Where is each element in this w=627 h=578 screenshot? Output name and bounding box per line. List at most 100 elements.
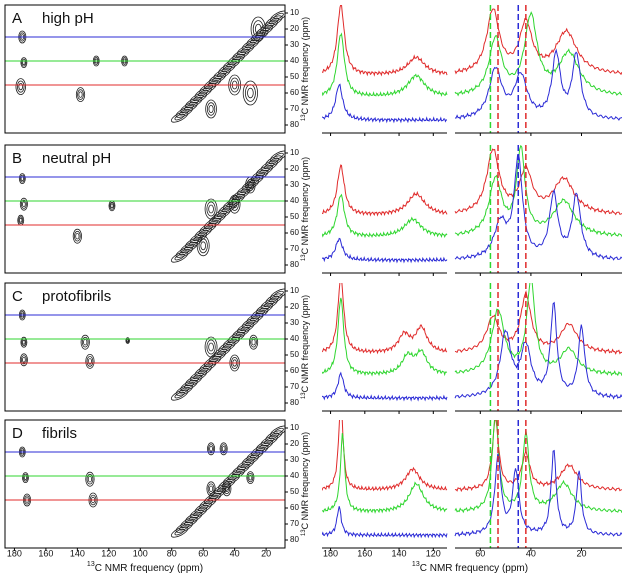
y-tick-label: 70: [290, 244, 299, 253]
y-axis-text: C NMR frequency (ppm): [300, 17, 310, 115]
x-axis-text: C NMR frequency (ppm): [95, 563, 203, 574]
panel-title: neutral pH: [42, 150, 111, 167]
cross-peak: [206, 201, 216, 217]
diagonal-contour: [273, 152, 284, 160]
y-tick-label: 60: [290, 503, 299, 512]
y-tick-label: 20: [290, 302, 299, 311]
cross-peak: [247, 472, 254, 483]
diagonal-contour: [270, 288, 285, 300]
cross-peak: [208, 444, 214, 454]
cross-peak: [209, 445, 213, 452]
y-tick-label: 10: [290, 148, 299, 157]
y-tick-label: 30: [290, 40, 299, 49]
slice-trace: [322, 283, 622, 377]
cross-peak: [206, 481, 216, 497]
cross-peak: [81, 336, 89, 348]
contour-plot: [18, 425, 285, 538]
cross-peak: [196, 235, 210, 257]
cross-peak: [22, 473, 28, 482]
cross-peak: [221, 445, 226, 452]
y-tick-label: 50: [290, 72, 299, 81]
x-tick-label: 120: [101, 548, 116, 558]
diagonal-contour: [270, 425, 285, 437]
cross-peak: [18, 173, 26, 185]
slices: [322, 283, 622, 402]
cross-peak: [22, 472, 29, 484]
cross-peak: [19, 217, 23, 223]
y-tick-label: 50: [290, 350, 299, 359]
y-tick-label: 10: [290, 286, 299, 295]
slice-trace: [322, 48, 622, 124]
cross-peak: [248, 334, 259, 350]
panel-frame: [4, 282, 286, 412]
slice-trace: [322, 148, 622, 217]
cross-peak: [208, 204, 214, 214]
cross-peak: [20, 57, 28, 68]
cross-peak: [204, 198, 218, 220]
x-tick-label: 140: [392, 548, 407, 558]
cross-peak: [206, 339, 216, 355]
y-tick-label: 10: [290, 423, 299, 432]
panel-letter: D: [12, 425, 23, 442]
panel-frame: [4, 4, 286, 134]
x-tick-label: 60: [198, 548, 208, 558]
cross-peak: [220, 444, 227, 454]
y-tick-label: 70: [290, 382, 299, 391]
cross-peak: [19, 174, 25, 183]
x-tick-label: 100: [133, 548, 148, 558]
slice-trace: [322, 11, 622, 97]
isotope: 13: [87, 561, 95, 568]
x-axis-text: C NMR frequency (ppm): [420, 563, 528, 574]
x-axis-label: 13C NMR frequency (ppm): [87, 561, 203, 573]
y-tick-label: 30: [290, 180, 299, 189]
panel-letter: C: [12, 288, 23, 305]
slice-trace: [322, 301, 622, 402]
slices: [322, 5, 622, 124]
cross-peak: [200, 241, 207, 251]
cross-peak: [87, 358, 93, 365]
cross-peak: [109, 201, 115, 210]
isotope: 13: [301, 254, 307, 261]
cross-peak: [224, 485, 229, 492]
panel-title: high pH: [42, 10, 94, 27]
cross-peak: [228, 194, 241, 214]
y-tick-label: 80: [290, 120, 299, 129]
y-tick-label: 10: [290, 8, 299, 17]
y-tick-label: 80: [290, 260, 299, 269]
y-tick-label: 30: [290, 318, 299, 327]
slice-trace: [322, 145, 622, 239]
x-tick-label: 20: [261, 548, 271, 558]
cross-peak: [19, 353, 28, 367]
cross-peak: [246, 471, 255, 485]
y-axis-label: 13C NMR frequency (ppm): [300, 157, 310, 261]
cross-peak: [21, 58, 27, 67]
y-tick-label: 30: [290, 455, 299, 464]
cross-peak: [250, 336, 257, 348]
slices: [322, 420, 622, 539]
y-tick-label: 40: [290, 471, 299, 480]
cross-peak: [86, 356, 94, 367]
cross-peak: [208, 105, 214, 114]
y-tick-label: 60: [290, 366, 299, 375]
cross-peak: [205, 99, 217, 119]
y-tick-label: 40: [290, 196, 299, 205]
cross-peak: [207, 483, 215, 495]
y-tick-label: 60: [290, 88, 299, 97]
y-tick-label: 80: [290, 535, 299, 544]
y-axis-text: C NMR frequency (ppm): [300, 432, 310, 530]
diagonal-contour: [270, 10, 285, 22]
cross-peak: [219, 442, 228, 456]
diagonal-contour: [273, 427, 284, 435]
y-tick-label: 60: [290, 228, 299, 237]
cross-peak: [125, 337, 130, 345]
x-axis-label: 13C NMR frequency (ppm): [412, 561, 528, 573]
cross-peak: [208, 342, 214, 352]
cross-peak: [86, 473, 94, 485]
cross-peak: [87, 476, 93, 483]
diagonal-contour: [273, 290, 284, 298]
cross-peak: [80, 334, 90, 350]
cross-peak: [22, 339, 26, 345]
cross-peak: [207, 442, 216, 456]
y-axis-text: C NMR frequency (ppm): [300, 157, 310, 255]
